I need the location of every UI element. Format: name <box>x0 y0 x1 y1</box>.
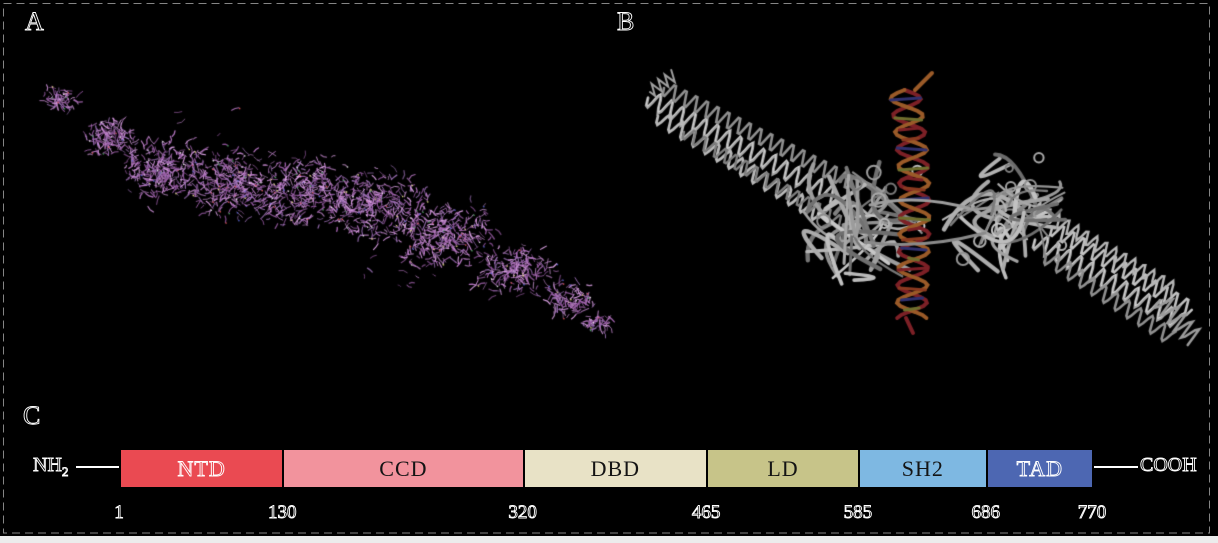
panel-a-label: A <box>25 7 45 36</box>
residue-tick-1: 1 <box>114 502 124 524</box>
c-terminus-connector-line <box>1094 466 1138 468</box>
domain-box-tad: TAD <box>985 448 1094 489</box>
domain-label-ccd: CCD <box>379 455 428 481</box>
domain-label-ld: LD <box>767 455 799 481</box>
domain-label-ntd: NTD <box>177 455 226 481</box>
residue-tick-465: 465 <box>691 502 721 524</box>
residue-tick-130: 130 <box>267 502 297 524</box>
n-terminus-text: NH <box>33 454 63 477</box>
n-terminus-subscript: 2 <box>61 464 69 480</box>
ribbon-dna-render <box>625 55 1215 355</box>
domain-box-ld: LD <box>706 448 860 489</box>
domain-label-sh2: SH2 <box>901 455 944 481</box>
page-background-strip <box>0 536 1218 543</box>
c-terminus-label: COOH <box>1140 454 1198 477</box>
stick-model-render <box>15 50 625 350</box>
domain-label-dbd: DBD <box>590 455 641 481</box>
n-terminus-label: NH2 <box>33 454 69 480</box>
domain-box-ntd: NTD <box>119 448 285 489</box>
residue-tick-585: 585 <box>843 502 873 524</box>
residue-tick-686: 686 <box>971 502 1000 524</box>
residue-tick-770: 770 <box>1077 502 1107 524</box>
domain-label-tad: TAD <box>1016 455 1064 481</box>
domain-box-ccd: CCD <box>282 448 525 489</box>
domain-box-dbd: DBD <box>522 448 709 489</box>
panel-c-label: C <box>23 401 41 430</box>
residue-tick-320: 320 <box>508 502 537 524</box>
n-terminus-connector-line <box>76 466 119 468</box>
domain-box-sh2: SH2 <box>857 448 988 489</box>
panel-b-label: B <box>617 7 635 36</box>
